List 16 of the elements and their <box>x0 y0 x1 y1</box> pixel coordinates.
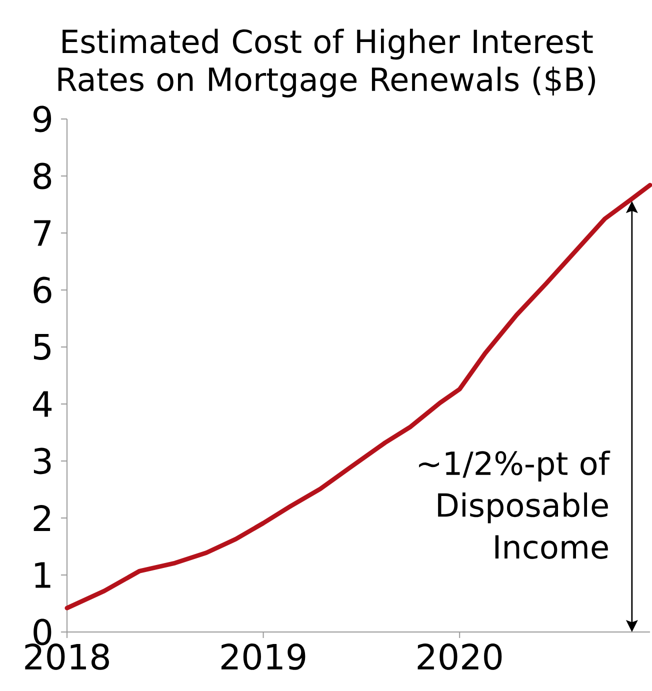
y-tick-label: 7 <box>34 220 51 246</box>
x-tick-label: 2018 <box>25 644 109 670</box>
y-tick-label: 3 <box>34 448 51 474</box>
chart-title: Estimated Cost of Higher Interest Rates on Mortgage Renewals ($B) <box>58 28 595 98</box>
y-tick-label: 9 <box>34 106 52 132</box>
y-tick-label: 0 <box>34 618 52 646</box>
y-tick-label: 1 <box>35 562 50 588</box>
y-tick-label: 2 <box>34 505 50 531</box>
annotation: ~1/2%-pt of Disposable Income <box>419 450 610 559</box>
line-series <box>64 182 652 610</box>
x-tick-label: 2019 <box>221 644 306 670</box>
y-tick-label: 4 <box>33 391 52 417</box>
y-tick-label: 5 <box>34 334 50 360</box>
y-tick-label: 8 <box>34 162 52 190</box>
y-tick-label: 6 <box>34 276 52 304</box>
x-tick-label: 2020 <box>418 644 502 670</box>
